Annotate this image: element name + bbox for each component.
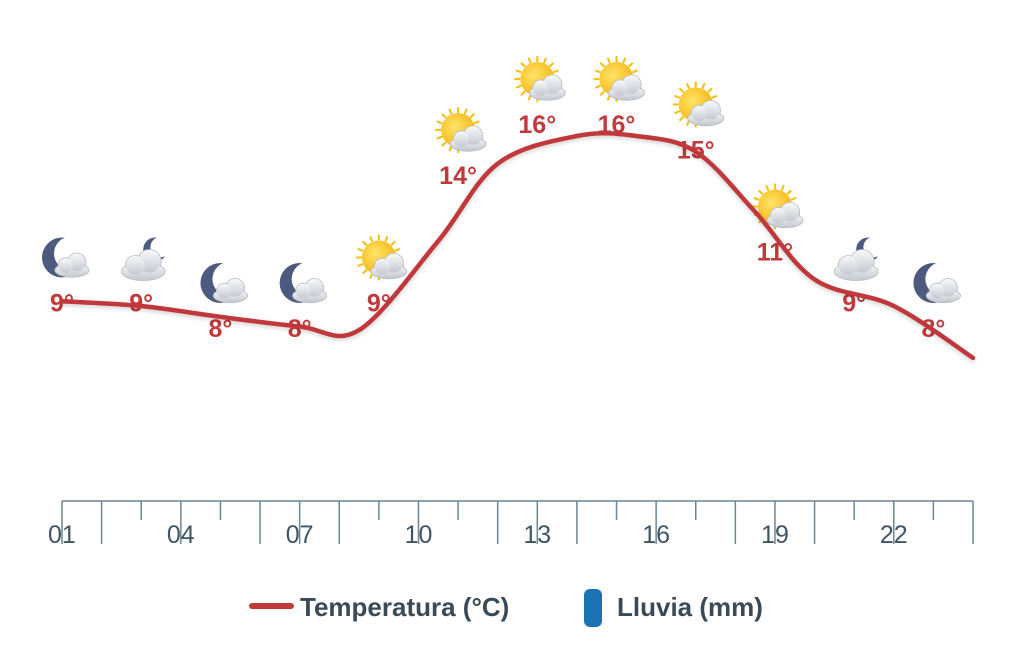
cloud-moon-icon [120,236,171,281]
temperature-data-label: 9° [129,290,153,318]
temperature-line [59,130,976,361]
legend-label-rain: Lluvia (mm) [617,592,763,622]
cloud-moon-icon [833,236,884,281]
x-axis: 01 04 07 10 13 16 19 22 [48,500,974,549]
moon-cloud-icon [279,262,328,304]
cloud-shape [528,74,566,101]
cloud-shape [766,201,804,229]
cloud-shape [608,74,645,101]
x-tick-label: 07 [286,521,314,549]
legend-item-rain: Lluvia (mm) [584,589,763,627]
cloud-shape [925,278,961,304]
cloud-shape [120,249,166,281]
temperature-labels: 9° 9°8° 8°9°14°16° 16°15°11°9°8° [50,111,945,343]
sun-cloud-icon [355,234,408,281]
temperature-data-label: 16° [518,111,556,139]
legend-label-temperature: Temperatura (°C) [300,592,509,622]
cloud-shape [370,252,408,280]
x-tick-label: 13 [523,521,551,549]
temperature-data-label: 9° [50,290,74,318]
sun-cloud-icon [751,183,804,230]
legend-swatch-rain [584,589,602,627]
temperature-data-label: 14° [439,162,477,190]
x-tick-label: 19 [761,521,789,549]
cloud-shape [449,125,487,152]
sun-cloud-icon [593,55,645,103]
moon-cloud-icon [42,236,90,278]
moon-cloud-icon [200,262,248,304]
moon-cloud-icon [913,262,961,304]
weather-icons [42,55,961,304]
cloud-shape [833,249,879,281]
cloud-shape [212,278,248,304]
x-tick-label: 01 [48,521,76,549]
sun-cloud-icon [672,81,725,128]
temperature-series [59,130,976,361]
sun-cloud-icon [434,106,487,154]
cloud-shape [687,99,725,127]
sun-cloud-icon [514,55,566,103]
x-tick-label: 10 [405,521,433,549]
cloud-shape [292,278,328,304]
temperature-data-label: 8° [208,315,232,343]
x-tick-label: 04 [167,521,195,549]
legend: Temperatura (°C) Lluvia (mm) [249,589,763,627]
x-tick-label: 22 [880,521,908,549]
cloud-shape [54,252,90,278]
x-tick-label: 16 [642,521,670,549]
legend-item-temperature: Temperatura (°C) [249,592,509,622]
temperature-data-label: 8° [288,315,312,343]
temperature-data-label: 9° [367,290,391,318]
